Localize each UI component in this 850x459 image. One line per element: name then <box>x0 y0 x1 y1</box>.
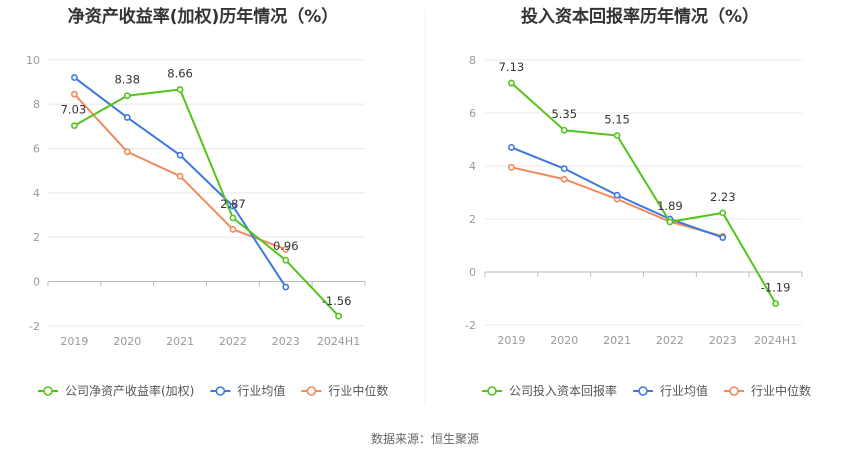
chart-title: 投入资本回报率历年情况（%） <box>521 6 759 27</box>
legend-label: 行业中位数 <box>751 383 811 398</box>
y-tick-label: -2 <box>29 320 40 333</box>
data-label: 1.89 <box>657 199 683 213</box>
data-point-company <box>282 256 290 264</box>
data-label: 7.03 <box>61 103 87 117</box>
legend-label: 行业均值 <box>660 383 708 398</box>
data-point-avg <box>282 283 290 291</box>
data-point-company <box>508 79 515 87</box>
data-point-median <box>229 226 237 233</box>
legend-item-avg: 行业均值 <box>210 383 285 398</box>
data-point-company <box>335 312 342 320</box>
legend-item-company: 公司投入资本回报率 <box>482 383 617 398</box>
legend-label: 公司净资产收益率(加权) <box>65 383 194 398</box>
data-point-company <box>772 300 779 307</box>
y-tick-label: 0 <box>33 276 40 289</box>
y-tick-label: 6 <box>469 107 476 120</box>
legend-item-avg: 行业均值 <box>633 383 708 398</box>
y-tick-label: 4 <box>469 160 476 173</box>
data-point-median <box>282 245 290 253</box>
data-label: 8.38 <box>114 73 140 87</box>
data-label: -1.56 <box>322 294 352 308</box>
y-tick-label: 10 <box>26 54 40 67</box>
legend-swatch-dot <box>729 386 739 396</box>
x-tick-label: 2024H1 <box>317 335 360 348</box>
data-point-avg <box>508 144 515 151</box>
data-label: 7.13 <box>499 60 525 74</box>
y-tick-label: 2 <box>33 231 40 244</box>
x-tick-label: 2023 <box>272 335 300 348</box>
x-tick-label: 2019 <box>60 335 88 348</box>
chart-title: 净资产收益率(加权)历年情况（%） <box>68 6 339 27</box>
legend-label: 行业中位数 <box>328 383 388 398</box>
y-tick-label: 2 <box>469 213 476 226</box>
data-point-avg <box>71 74 78 81</box>
y-tick-label: 8 <box>33 98 40 111</box>
x-tick-label: 2019 <box>497 334 525 347</box>
data-point-median <box>508 163 515 171</box>
legend-swatch-dot <box>306 386 317 396</box>
x-tick-label: 2020 <box>550 334 578 347</box>
x-tick-label: 2024H1 <box>754 334 797 347</box>
data-point-median <box>123 148 131 156</box>
series-line-company <box>510 82 777 305</box>
data-point-company <box>560 126 568 134</box>
data-point-avg <box>123 114 131 121</box>
data-point-median <box>176 172 184 180</box>
data-label: 2.87 <box>220 197 246 211</box>
series-line-median <box>73 93 287 251</box>
chart-2: 投入资本回报率历年情况（%） -2 0 2 4 6 8 2019 2020 2021 2022 202… <box>465 6 811 398</box>
data-point-median <box>560 175 568 183</box>
chart-1: 净资产收益率(加权)历年情况（%） -2 0 2 4 6 8 10 2019 2020 2021 20… <box>26 6 388 398</box>
legend-item-median: 行业中位数 <box>724 383 811 398</box>
data-point-avg <box>719 234 727 241</box>
legend-swatch-dot <box>215 386 226 396</box>
data-label: 2.23 <box>710 190 736 204</box>
data-point-company <box>71 122 78 130</box>
data-point-avg <box>176 151 184 159</box>
data-label: 5.15 <box>604 113 630 127</box>
y-tick-label: 8 <box>469 54 476 67</box>
data-label: -1.19 <box>761 281 791 295</box>
x-tick-label: 2021 <box>166 335 194 348</box>
x-tick-label: 2022 <box>656 334 684 347</box>
series-line-avg <box>73 76 287 288</box>
legend-swatch-dot <box>487 386 497 396</box>
y-tick-label: 4 <box>33 187 40 200</box>
data-point-avg <box>560 165 568 173</box>
legend-label: 公司投入资本回报率 <box>509 383 617 398</box>
x-tick-label: 2022 <box>219 335 247 348</box>
data-point-avg <box>229 202 237 210</box>
data-label: 5.35 <box>551 107 577 121</box>
series-line-company <box>73 88 340 317</box>
data-point-company <box>613 132 621 139</box>
data-point-avg <box>613 191 621 199</box>
y-tick-label: 6 <box>33 142 40 155</box>
y-tick-label: 0 <box>469 266 476 279</box>
data-point-company <box>666 218 674 226</box>
x-tick-label: 2021 <box>603 334 631 347</box>
source-caption: 数据来源：恒生聚源 <box>371 431 479 446</box>
data-point-median <box>71 90 78 98</box>
data-label: 8.66 <box>167 67 193 81</box>
data-point-company <box>123 92 131 100</box>
y-tick-label: -2 <box>465 319 476 332</box>
legend-label: 行业均值 <box>237 383 285 398</box>
data-label: 0.96 <box>273 239 299 253</box>
data-point-company <box>229 214 237 222</box>
data-point-company <box>176 86 184 93</box>
legend-swatch-dot <box>43 386 53 396</box>
data-point-company <box>719 209 727 217</box>
legend-swatch-dot <box>638 386 648 396</box>
legend-item-median: 行业中位数 <box>301 383 388 398</box>
x-tick-label: 2023 <box>709 334 737 347</box>
legend-item-company: 公司净资产收益率(加权) <box>38 383 194 398</box>
x-tick-label: 2020 <box>113 335 141 348</box>
